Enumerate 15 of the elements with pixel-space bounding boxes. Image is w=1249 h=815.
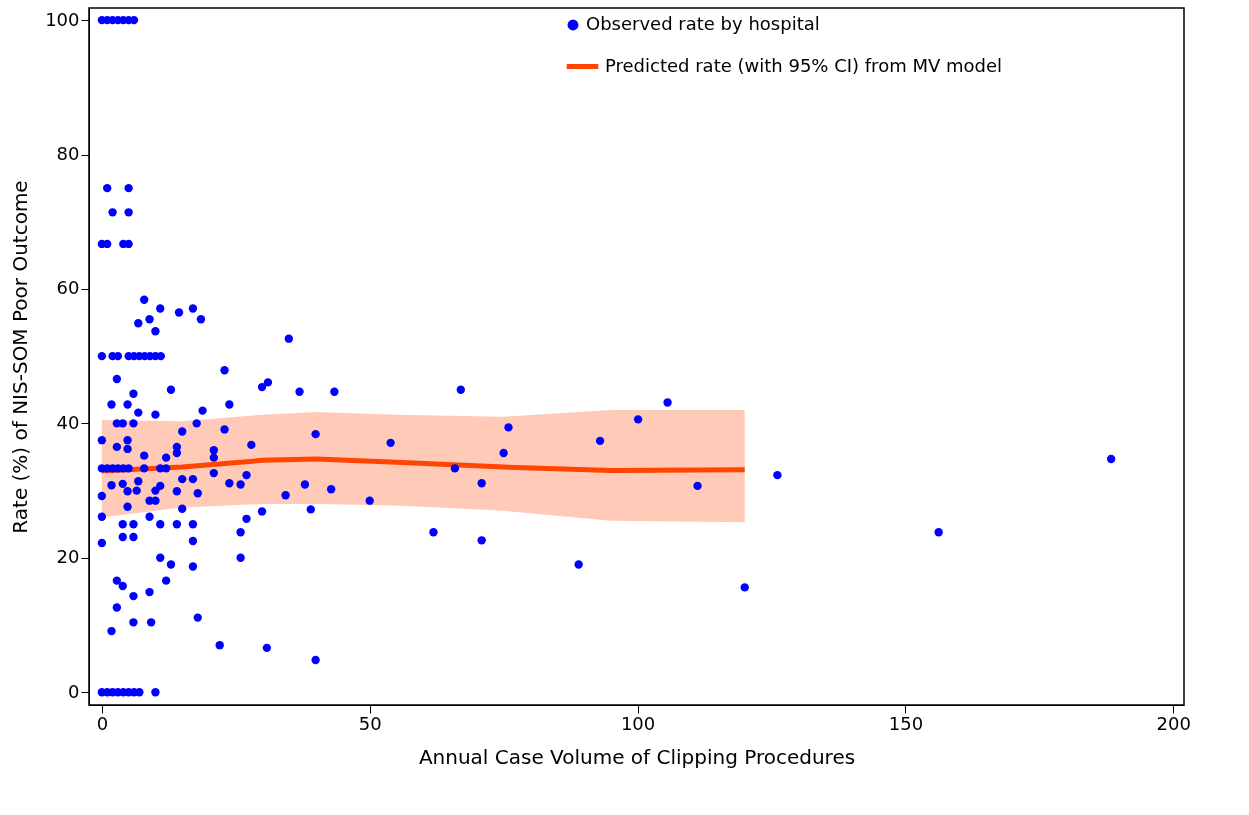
x-axis-title: Annual Case Volume of Clipping Procedures <box>418 744 856 769</box>
legend-label: Observed rate by hospital <box>586 13 820 34</box>
legend-label: Predicted rate (with 95% CI) from MV model <box>605 54 1003 76</box>
y-tick-label: 0 <box>68 680 80 702</box>
x-tick-label: 100 <box>620 712 656 734</box>
x-tick-label: 0 <box>96 712 109 734</box>
x-tick-label: 50 <box>358 712 382 734</box>
y-tick-label: 40 <box>56 411 80 433</box>
y-tick-label: 20 <box>56 546 80 568</box>
y-tick-label: 80 <box>56 143 80 165</box>
y-tick-label: 100 <box>45 8 80 30</box>
y-tick-label: 60 <box>56 277 80 299</box>
y-axis-title: Rate (%) of NIS-SOM Poor Outcome <box>8 180 33 534</box>
x-tick-label: 150 <box>888 712 924 734</box>
x-tick-label: 200 <box>1156 712 1191 734</box>
